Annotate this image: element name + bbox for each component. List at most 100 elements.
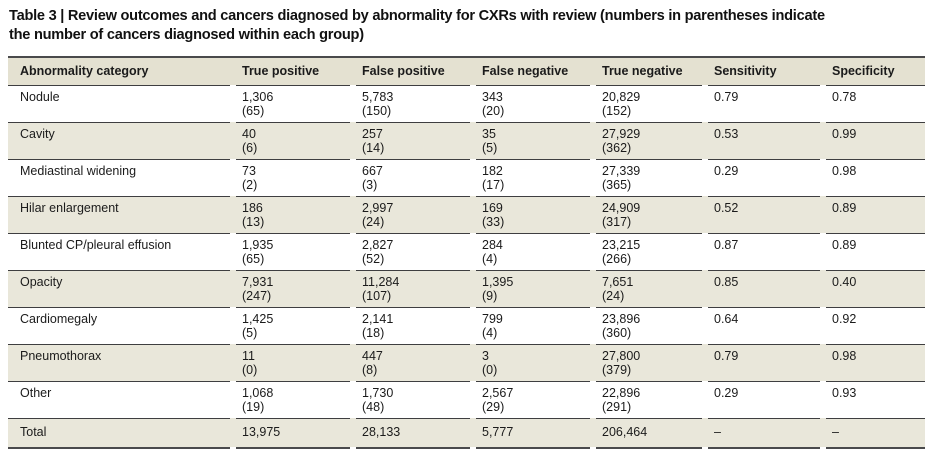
count-value: 0.93 [832, 386, 857, 400]
cancer-count: (13) [242, 214, 265, 229]
count-value: 1,395 [482, 275, 514, 289]
table-caption-line-2: the number of cancers diagnosed within e… [9, 27, 364, 43]
count-value: 24,909 [602, 201, 641, 215]
table-row: Mediastinal widening 73 (2) 667 (3) 182 (17) 27… [8, 159, 925, 196]
count-value: 0.40 [832, 275, 857, 289]
value-cell: 0.29 [708, 381, 820, 418]
value-cell: 22,896 (291) [596, 381, 702, 418]
count-value: 284 [482, 238, 503, 252]
table-row: Nodule 1,306 (65) 5,783 (150) 343 (20) 20,829 (1… [8, 85, 925, 122]
table-row: Blunted CP/pleural effusion 1,935 (65) 2,82… [8, 233, 925, 270]
count-value: 22,896 [602, 386, 641, 400]
count-value: 206,464 [602, 425, 648, 439]
value-cell: 1,730 (48) [356, 381, 470, 418]
cancer-count: (20) [482, 103, 505, 118]
value-cell: 0.99 [826, 122, 925, 159]
data-table-body: Nodule 1,306 (65) 5,783 (150) 343 (20) 20,829 (1… [8, 85, 925, 449]
cancer-count: (65) [242, 251, 265, 266]
count-value: 2,827 [362, 238, 394, 252]
count-value: 169 [482, 201, 503, 215]
count-value: 0.29 [714, 164, 739, 178]
count-value: 35 [482, 127, 496, 141]
value-cell: 11,284 (107) [356, 270, 470, 307]
value-cell: 447 (8) [356, 344, 470, 381]
value-cell: 0.79 [708, 85, 820, 122]
value-cell: 0.87 [708, 233, 820, 270]
count-value: 0.99 [832, 127, 857, 141]
value-cell: 2,997 (24) [356, 196, 470, 233]
cancer-count: (317) [602, 214, 632, 229]
value-cell: 2,567 (29) [476, 381, 590, 418]
value-cell: 169 (33) [476, 196, 590, 233]
value-cell: 27,800 (379) [596, 344, 702, 381]
cancer-count: (379) [602, 362, 632, 377]
count-value: 1,730 [362, 386, 394, 400]
cancer-count: (5) [482, 140, 498, 155]
cancer-count: (0) [242, 362, 258, 377]
count-value: – [832, 425, 839, 439]
category-cell: Mediastinal widening [8, 159, 230, 196]
cancer-count: (29) [482, 399, 505, 414]
column-header-6: Specificity [832, 64, 895, 78]
value-cell: 1,068 (19) [236, 381, 350, 418]
value-cell: 5,783 (150) [356, 85, 470, 122]
category-cell: Cavity [8, 122, 230, 159]
bottom-border-segment [236, 446, 350, 449]
value-cell: 182 (17) [476, 159, 590, 196]
cancer-count: (4) [482, 325, 498, 340]
cancer-count: (52) [362, 251, 385, 266]
column-header-3: False negative [482, 64, 569, 78]
cancer-count: (266) [602, 251, 632, 266]
cancer-count: (291) [602, 399, 632, 414]
value-cell: 7,931 (247) [236, 270, 350, 307]
value-cell: 0.53 [708, 122, 820, 159]
value-cell: 5,777 [476, 418, 590, 447]
value-cell: 40 (6) [236, 122, 350, 159]
value-cell: 24,909 (317) [596, 196, 702, 233]
count-value: 23,215 [602, 238, 641, 252]
value-cell: 0.93 [826, 381, 925, 418]
column-header-0: Abnormality category [20, 64, 149, 78]
value-cell: 73 (2) [236, 159, 350, 196]
count-value: 343 [482, 90, 503, 104]
count-value: 0.64 [714, 312, 739, 326]
cancer-count: (360) [602, 325, 632, 340]
value-cell: 1,425 (5) [236, 307, 350, 344]
value-cell: 1,395 (9) [476, 270, 590, 307]
count-value: 1,425 [242, 312, 274, 326]
value-cell: 0.29 [708, 159, 820, 196]
value-cell: 23,896 (360) [596, 307, 702, 344]
value-cell: 7,651 (24) [596, 270, 702, 307]
cancer-count: (8) [362, 362, 378, 377]
value-cell: 27,929 (362) [596, 122, 702, 159]
table-row: Pneumothorax 11 (0) 447 (8) 3 (0) 27,800 (379) 0.… [8, 344, 925, 381]
bottom-border-segment [8, 446, 230, 449]
category-cell: Other [8, 381, 230, 418]
count-value: 27,800 [602, 349, 641, 363]
value-cell: 0.79 [708, 344, 820, 381]
count-value: 0.29 [714, 386, 739, 400]
value-cell: 0.89 [826, 196, 925, 233]
cancer-count: (17) [482, 177, 505, 192]
count-value: 2,997 [362, 201, 394, 215]
count-value: 186 [242, 201, 263, 215]
category-cell: Opacity [8, 270, 230, 307]
count-value: 13,975 [242, 425, 281, 439]
count-value: 20,829 [602, 90, 641, 104]
bottom-border-segment [596, 446, 702, 449]
value-cell: 35 (5) [476, 122, 590, 159]
count-value: 0.79 [714, 90, 739, 104]
table-caption: Table 3 | Review outcomes and cancers di… [9, 7, 925, 45]
table-bottom-border [8, 446, 925, 449]
bottom-border-segment [356, 446, 470, 449]
bottom-border-segment [708, 446, 820, 449]
count-value: 0.52 [714, 201, 739, 215]
count-value: 0.98 [832, 349, 857, 363]
count-value: 257 [362, 127, 383, 141]
value-cell: 206,464 [596, 418, 702, 447]
review-outcomes-table: Abnormality category True positive False p… [8, 56, 925, 449]
value-cell: 257 (14) [356, 122, 470, 159]
value-cell: 27,339 (365) [596, 159, 702, 196]
value-cell: 2,141 (18) [356, 307, 470, 344]
